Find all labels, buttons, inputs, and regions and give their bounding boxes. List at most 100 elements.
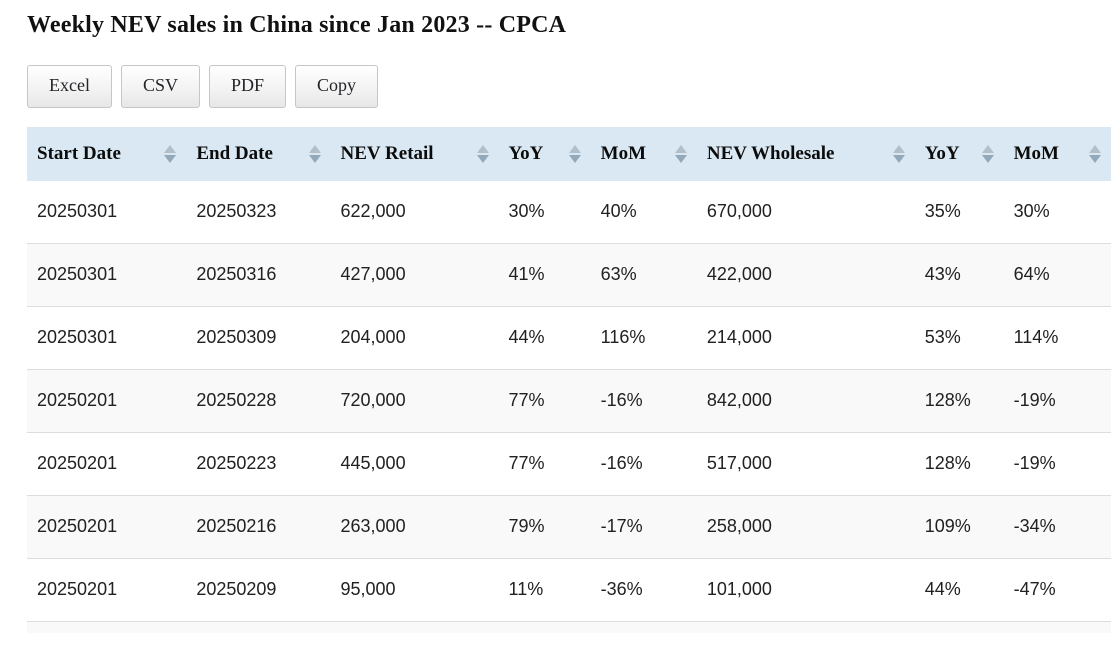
sort-desc-icon xyxy=(1089,154,1101,163)
excel-button[interactable]: Excel xyxy=(27,65,112,108)
column-header-yoy-6[interactable]: YoY xyxy=(914,126,1004,181)
sort-icons xyxy=(1089,144,1101,163)
export-toolbar: Excel CSV PDF Copy xyxy=(27,65,1120,108)
sort-asc-icon xyxy=(568,144,581,153)
table-cell: 44% xyxy=(508,326,545,347)
table-row: 20250301 20250316 427,000 41% 63% 422,000 43% 6… xyxy=(27,243,1111,307)
table-cell: 63% xyxy=(600,263,637,284)
sort-icons xyxy=(568,144,581,163)
column-header-mom-7[interactable]: MoM xyxy=(1003,126,1111,181)
table-cell xyxy=(1004,621,1111,633)
column-header-end-date-1[interactable]: End Date xyxy=(186,126,331,181)
column-label: End Date xyxy=(196,142,273,164)
sort-desc-icon xyxy=(476,154,489,163)
sort-desc-icon xyxy=(892,154,905,163)
table-cell: -36% xyxy=(600,578,643,599)
table-cell xyxy=(186,621,330,633)
table-cell: 41% xyxy=(508,263,545,284)
sort-asc-icon xyxy=(892,144,905,153)
table-cell: 95,000 xyxy=(340,578,396,599)
table-cell: -16% xyxy=(600,389,643,410)
sort-asc-icon xyxy=(164,144,177,153)
table-cell: 11% xyxy=(508,578,544,599)
column-label: Start Date xyxy=(37,142,121,164)
table-cell: 20250201 xyxy=(37,578,118,599)
table-cell: 35% xyxy=(924,200,961,221)
table-cell: 20250316 xyxy=(196,263,277,284)
table-cell: 20250201 xyxy=(37,452,118,473)
column-header-start-date-0[interactable]: Start Date xyxy=(27,126,187,181)
table-cell: 263,000 xyxy=(340,515,406,536)
table-row: 20250201 20250228 720,000 77% -16% 842,000 128… xyxy=(27,369,1111,433)
sort-asc-icon xyxy=(308,144,321,153)
table-cell: 64% xyxy=(1013,263,1050,284)
table-cell: 43% xyxy=(924,263,961,284)
table-cell: 101,000 xyxy=(706,578,772,599)
table-cell: 20250301 xyxy=(37,326,118,347)
sort-icons xyxy=(981,144,994,163)
csv-button[interactable]: CSV xyxy=(120,65,200,108)
table-row: 20250201 20250223 445,000 77% -16% 517,000 128… xyxy=(27,432,1111,496)
column-header-yoy-3[interactable]: YoY xyxy=(498,126,591,181)
table-cell: 20250201 xyxy=(37,515,118,536)
column-label: MoM xyxy=(1013,142,1059,164)
table-cell: -47% xyxy=(1013,578,1056,599)
table-cell: -17% xyxy=(600,515,643,536)
column-header-nev-retail-2[interactable]: NEV Retail xyxy=(330,126,499,181)
table-cell: 53% xyxy=(924,326,961,347)
sort-asc-icon xyxy=(1089,144,1101,153)
table-cell: 20250228 xyxy=(196,389,277,410)
table-cell xyxy=(27,621,186,633)
sort-icons xyxy=(674,144,687,163)
table-cell: 20250301 xyxy=(37,200,118,221)
column-label: NEV Retail xyxy=(340,142,434,164)
table-cell: 622,000 xyxy=(340,200,406,221)
header-row: Start Date End Date NEV Retail YoY MoM NEV Wh… xyxy=(27,126,1111,181)
table-body: 20250301 20250323 622,000 30% 40% 670,000 35% 3… xyxy=(27,180,1111,634)
column-header-mom-4[interactable]: MoM xyxy=(590,126,697,181)
table-cell: 422,000 xyxy=(706,263,772,284)
partial-row xyxy=(27,621,1111,634)
table-cell xyxy=(697,621,915,633)
table-cell: 20250209 xyxy=(196,578,277,599)
sort-asc-icon xyxy=(981,144,994,153)
sort-desc-icon xyxy=(308,154,321,163)
table-cell: 44% xyxy=(924,578,961,599)
column-label: YoY xyxy=(508,142,544,164)
table-cell: 40% xyxy=(600,200,637,221)
table-cell: 445,000 xyxy=(340,452,406,473)
table-cell xyxy=(499,621,591,633)
table-cell: 116% xyxy=(600,326,646,347)
table-cell: 77% xyxy=(508,452,545,473)
table-cell: 427,000 xyxy=(340,263,406,284)
table-row: 20250301 20250323 622,000 30% 40% 670,000 35% 3… xyxy=(27,180,1111,244)
column-label: NEV Wholesale xyxy=(706,142,835,164)
sort-asc-icon xyxy=(674,144,687,153)
table-cell: -19% xyxy=(1013,452,1056,473)
table-cell: 128% xyxy=(924,452,971,473)
sort-icons xyxy=(308,144,321,163)
table-cell: 670,000 xyxy=(706,200,772,221)
column-label: YoY xyxy=(924,142,960,164)
table-cell xyxy=(591,621,697,633)
sort-icons xyxy=(164,144,177,163)
column-header-nev-wholesale-5[interactable]: NEV Wholesale xyxy=(696,126,915,181)
table-cell xyxy=(331,621,499,633)
table-cell: 258,000 xyxy=(706,515,772,536)
table-cell xyxy=(915,621,1004,633)
sort-icons xyxy=(476,144,489,163)
table-cell: -34% xyxy=(1013,515,1056,536)
column-label: MoM xyxy=(600,142,647,164)
sort-desc-icon xyxy=(981,154,994,163)
pdf-button[interactable]: PDF xyxy=(209,65,287,108)
table-cell: 30% xyxy=(508,200,545,221)
table-cell: 20250309 xyxy=(196,326,277,347)
table-cell: 20250323 xyxy=(196,200,277,221)
table-cell: 20250223 xyxy=(196,452,277,473)
table-cell: 20250201 xyxy=(37,389,118,410)
table-cell: 720,000 xyxy=(340,389,406,410)
copy-button[interactable]: Copy xyxy=(295,65,379,108)
table-cell: 20250301 xyxy=(37,263,118,284)
table-cell: 842,000 xyxy=(706,389,772,410)
